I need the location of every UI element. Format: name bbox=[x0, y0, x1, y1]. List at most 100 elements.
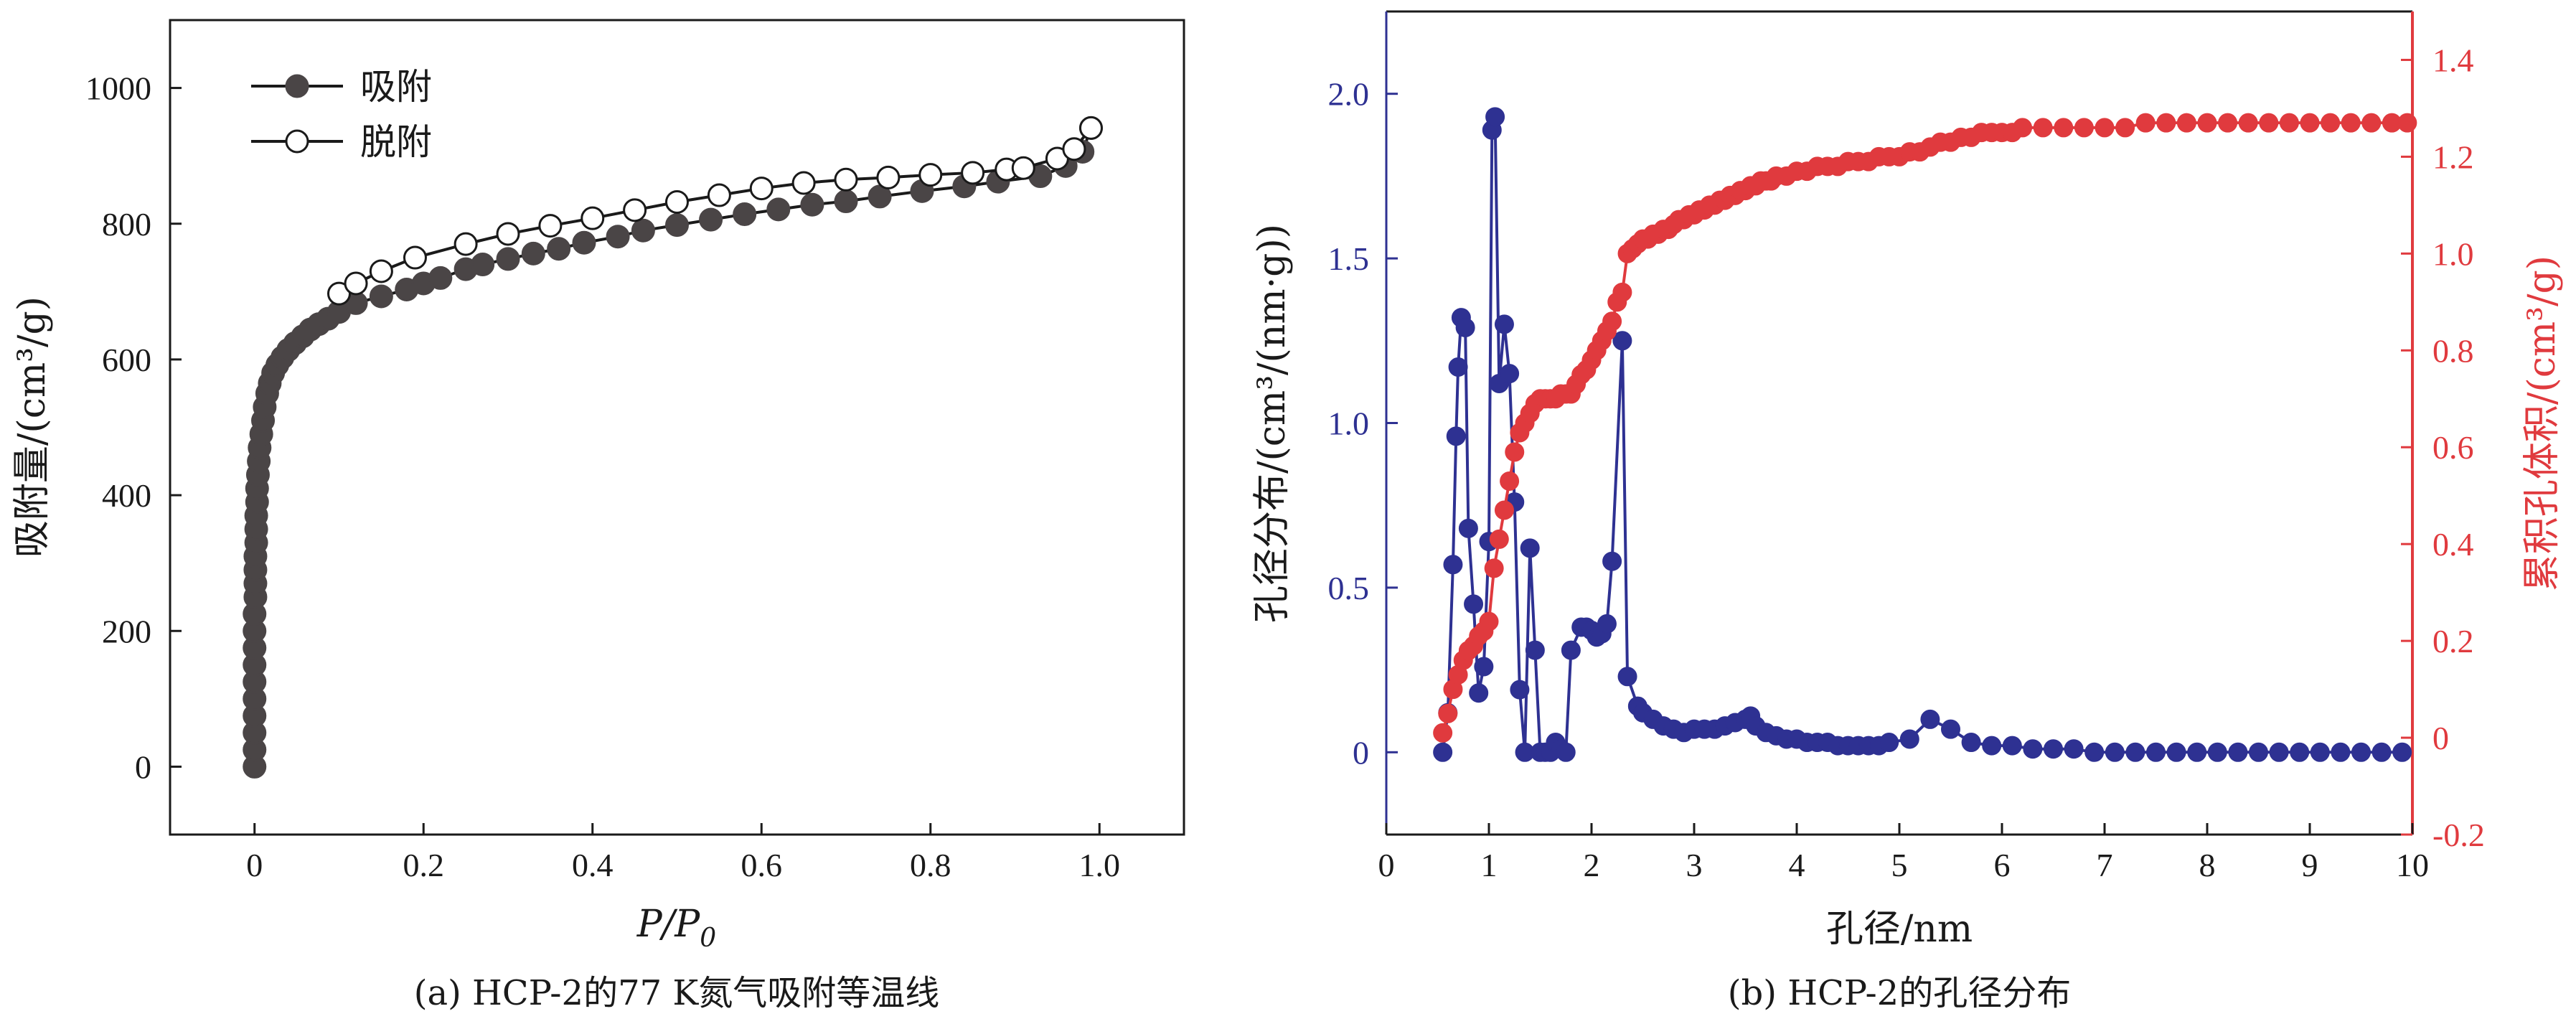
panel-b-right-tick-label: 0.6 bbox=[2432, 429, 2474, 466]
cumulative-volume-point bbox=[2361, 113, 2382, 133]
pore-distribution-point bbox=[2002, 736, 2022, 756]
pore-distribution-point bbox=[1602, 551, 1622, 571]
pore-distribution-point bbox=[2146, 742, 2166, 762]
cumulative-volume-point bbox=[2013, 118, 2033, 138]
cumulative-volume-point bbox=[2218, 113, 2238, 133]
panel-b-right-axis-title: 累积孔体积/(cm³/g) bbox=[2521, 255, 2564, 591]
panel-b-right-tick-label: 0 bbox=[2432, 720, 2449, 756]
panel-b-left-tick-label: 2.0 bbox=[1328, 76, 1370, 113]
adsorption-point bbox=[800, 192, 824, 217]
panel-a-y-tick-label: 0 bbox=[135, 748, 151, 785]
panel-b-x-tick-label: 2 bbox=[1584, 847, 1600, 883]
cumulative-volume-point bbox=[1612, 282, 1632, 302]
adsorption-point bbox=[699, 207, 723, 232]
panel-a-y-tick-label: 600 bbox=[102, 342, 151, 378]
pore-distribution-point bbox=[1458, 518, 1478, 538]
cumulative-volume-point bbox=[2341, 113, 2361, 133]
pore-distribution-point bbox=[2064, 739, 2084, 759]
adsorption-point bbox=[665, 213, 689, 238]
adsorption-point bbox=[572, 230, 596, 255]
cumulative-volume-point bbox=[1438, 703, 1458, 723]
cumulative-volume-point bbox=[2033, 118, 2053, 138]
panel-b-left-tick-label: 0 bbox=[1353, 734, 1369, 771]
pore-distribution-point bbox=[2105, 742, 2125, 762]
panel-a-y-tick-label: 800 bbox=[102, 206, 151, 243]
panel-b-series-line-1 bbox=[1441, 121, 2407, 733]
cumulative-volume-point bbox=[2074, 118, 2094, 138]
pore-distribution-point bbox=[1612, 331, 1632, 351]
desorption-point bbox=[538, 214, 563, 238]
legend-adsorption-marker bbox=[285, 74, 309, 98]
panel-b-right-tick-label: 0.2 bbox=[2432, 623, 2474, 659]
cumulative-volume-point bbox=[2259, 113, 2279, 133]
pore-distribution-point bbox=[1961, 733, 1981, 753]
panel-b-x-tick-label: 5 bbox=[1891, 847, 1908, 883]
adsorption-point bbox=[369, 284, 393, 309]
pore-distribution-point bbox=[2187, 742, 2207, 762]
legend-desorption-label: 脱附 bbox=[360, 121, 432, 163]
panel-b-x-tick-label: 6 bbox=[1994, 847, 2011, 883]
panel-b-left-axis-title: 孔径分布/(cm³/(nm·g)) bbox=[1251, 224, 1294, 623]
pore-distribution-point bbox=[2290, 742, 2310, 762]
panel-b-right-tick-label: 0.4 bbox=[2432, 526, 2474, 563]
pore-distribution-point bbox=[2310, 742, 2330, 762]
pore-distribution-point bbox=[2351, 742, 2371, 762]
cumulative-volume-point bbox=[2156, 113, 2176, 133]
panel-a-x-tick-label: 1.0 bbox=[1079, 847, 1121, 883]
panel-a-y-axis-title: 吸附量/(cm³/g) bbox=[11, 296, 54, 558]
desorption-point bbox=[665, 189, 689, 214]
pore-distribution-point bbox=[2249, 742, 2268, 762]
cumulative-volume-point bbox=[1489, 529, 1509, 549]
pore-distribution-point bbox=[1474, 657, 1494, 677]
cumulative-volume-point bbox=[2054, 118, 2074, 138]
panel-b-x-tick-label: 8 bbox=[2199, 847, 2216, 883]
cumulative-volume-point bbox=[2300, 113, 2320, 133]
cumulative-volume-point bbox=[2279, 113, 2299, 133]
panel-a-legend: 吸附 脱附 bbox=[251, 66, 432, 163]
cumulative-volume-point bbox=[2176, 113, 2196, 133]
cumulative-volume-point bbox=[2321, 113, 2341, 133]
pore-distribution-point bbox=[1561, 640, 1581, 660]
adsorption-point bbox=[631, 218, 655, 243]
panel-a-x-axis-title-main: P/P bbox=[636, 903, 701, 946]
desorption-point bbox=[1062, 137, 1086, 161]
panel-b-caption: (b) HCP-2的孔径分布 bbox=[1728, 973, 2071, 1013]
desorption-point bbox=[580, 206, 605, 230]
adsorption-point bbox=[521, 241, 545, 266]
cumulative-volume-point bbox=[2095, 118, 2115, 138]
desorption-point bbox=[876, 165, 901, 189]
panel-b-x-ticks: 0 1 2 3 4 5 6 7 8 9 10 bbox=[1378, 823, 2429, 883]
panel-a-x-tick-label: 0 bbox=[246, 847, 263, 883]
panel-b-right-tick-label: -0.2 bbox=[2432, 817, 2485, 853]
cumulative-volume-point bbox=[2397, 113, 2417, 133]
pore-distribution-point bbox=[1448, 357, 1468, 377]
desorption-point bbox=[834, 167, 858, 192]
desorption-point bbox=[623, 198, 647, 222]
pore-distribution-point bbox=[1982, 736, 2002, 756]
panel-b-x-tick-label: 0 bbox=[1378, 847, 1395, 883]
cumulative-volume-point bbox=[1433, 723, 1453, 743]
desorption-point bbox=[453, 232, 478, 256]
pore-distribution-point bbox=[2371, 742, 2392, 762]
panel-b-right-tick-label: 1.0 bbox=[2432, 235, 2474, 272]
panel-b-x-axis-title: 孔径/nm bbox=[1826, 908, 1973, 951]
cumulative-volume-point bbox=[2197, 113, 2217, 133]
panel-a-x-tick-label: 0.8 bbox=[910, 847, 951, 883]
pore-distribution-point bbox=[1485, 107, 1505, 127]
pore-distribution-point bbox=[1510, 680, 1530, 700]
pore-distribution-point bbox=[1433, 742, 1453, 762]
pore-distribution-point bbox=[1469, 683, 1489, 703]
panel-a-x-tick-label: 0.6 bbox=[741, 847, 783, 883]
pore-distribution-point bbox=[1494, 314, 1514, 334]
panel-a-y-ticks: 0 200 400 600 800 1000 bbox=[85, 70, 182, 785]
panel-a-y-tick-label: 200 bbox=[102, 613, 151, 649]
panel-a-x-tick-label: 0.2 bbox=[403, 847, 445, 883]
panel-a-x-tick-label: 0.4 bbox=[572, 847, 614, 883]
desorption-point bbox=[327, 281, 351, 306]
panel-a-x-ticks: 0 0.2 0.4 0.6 0.8 1.0 bbox=[246, 823, 1120, 883]
panel-b-right-ticks: -0.2 0 0.2 0.4 0.6 0.8 1.0 1.2 1.4 bbox=[2401, 42, 2485, 853]
pore-distribution-point bbox=[2269, 742, 2289, 762]
pore-distribution-point bbox=[1525, 640, 1545, 660]
pore-distribution-point bbox=[2207, 742, 2227, 762]
